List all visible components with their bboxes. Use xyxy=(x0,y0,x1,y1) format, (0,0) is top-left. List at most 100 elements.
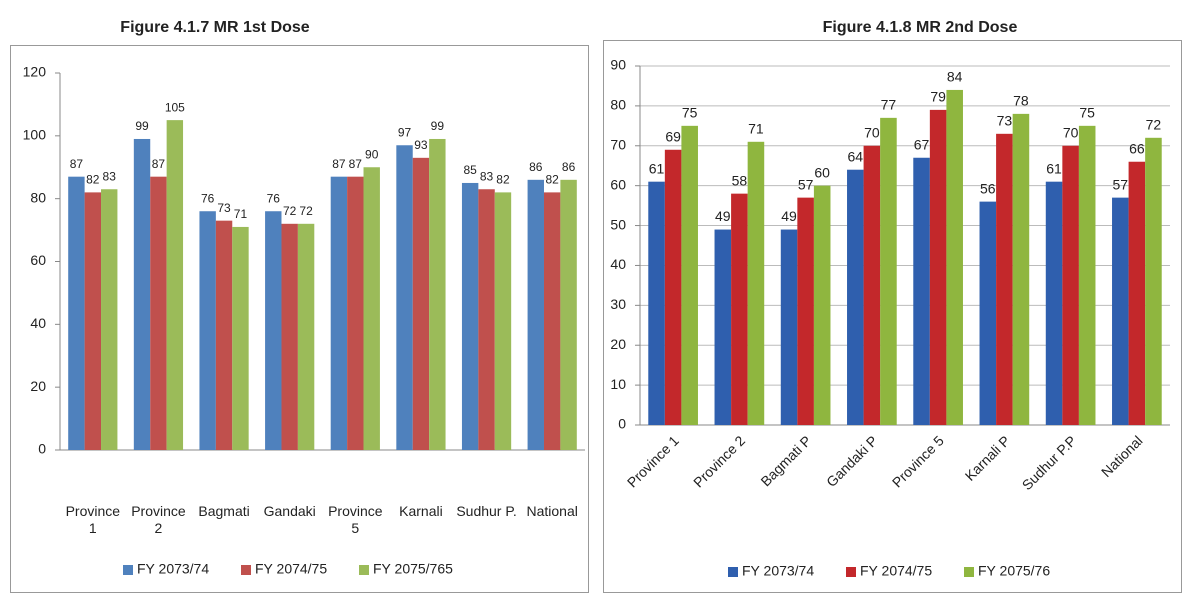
bar xyxy=(527,179,544,451)
bar xyxy=(648,181,665,425)
bar xyxy=(929,109,947,425)
bar xyxy=(996,133,1013,426)
data-label: 83 xyxy=(103,169,117,183)
bar xyxy=(232,226,249,450)
data-label: 87 xyxy=(349,157,363,171)
chart-title: Figure 4.1.8 MR 2nd Dose xyxy=(823,19,1018,36)
data-label: 64 xyxy=(848,148,864,164)
y-tick-label: 70 xyxy=(610,136,626,152)
bar xyxy=(714,229,732,425)
bar xyxy=(913,157,930,425)
bar xyxy=(199,211,216,450)
chart-title: Figure 4.1.7 MR 1st Dose xyxy=(120,19,309,36)
x-tick-label: Province 1 xyxy=(65,503,121,536)
bar xyxy=(281,223,298,450)
x-tick-label: Sudhur P.P xyxy=(1019,432,1080,493)
data-label: 71 xyxy=(748,120,764,136)
bar xyxy=(946,89,963,425)
y-tick-label: 80 xyxy=(30,189,46,205)
data-label: 73 xyxy=(997,113,1013,129)
data-label: 82 xyxy=(546,173,560,187)
data-label: 83 xyxy=(480,169,494,183)
data-label: 93 xyxy=(414,138,428,152)
data-label: 87 xyxy=(332,157,346,171)
data-label: 90 xyxy=(365,147,379,161)
y-tick-label: 100 xyxy=(23,127,47,143)
data-label: 86 xyxy=(562,160,576,174)
x-tick-label: Bagmati xyxy=(198,503,250,519)
legend-swatch xyxy=(846,567,856,577)
data-label: 49 xyxy=(781,208,797,224)
bar xyxy=(166,120,184,450)
y-tick-label: 20 xyxy=(30,378,46,394)
data-label: 70 xyxy=(1063,124,1079,140)
x-tick-label: Province 5 xyxy=(889,432,947,490)
x-tick-label: Sudhur P. xyxy=(456,503,517,519)
bar xyxy=(681,125,698,425)
legend-label: FY 2074/75 xyxy=(860,563,932,579)
y-tick-label: 20 xyxy=(610,336,626,352)
data-label: 61 xyxy=(649,160,665,176)
legend-label: FY 2073/74 xyxy=(742,563,814,579)
bar xyxy=(347,176,364,451)
bar xyxy=(215,220,233,450)
x-tick-label: National xyxy=(526,503,578,519)
data-label: 82 xyxy=(86,173,100,187)
bar xyxy=(265,211,282,450)
bar xyxy=(68,176,85,451)
legend-swatch xyxy=(359,565,369,575)
legend-swatch xyxy=(964,567,974,577)
data-label: 82 xyxy=(496,173,510,187)
x-tick-label: Gandaki P xyxy=(823,432,881,490)
x-tick-label: Karnali P xyxy=(962,432,1013,483)
y-tick-label: 0 xyxy=(618,416,626,432)
data-label: 76 xyxy=(201,191,215,205)
y-tick-label: 80 xyxy=(610,97,626,113)
bar xyxy=(1045,181,1063,425)
data-label: 56 xyxy=(980,180,996,196)
data-label: 72 xyxy=(299,204,313,218)
bar xyxy=(84,192,102,450)
bar xyxy=(297,223,315,450)
legend-swatch xyxy=(728,567,738,577)
legend-label: FY 2075/765 xyxy=(373,561,453,577)
data-label: 57 xyxy=(798,176,814,192)
data-label: 86 xyxy=(529,160,543,174)
bar xyxy=(1012,113,1030,425)
data-label: 76 xyxy=(267,191,281,205)
bar xyxy=(780,229,798,425)
data-label: 97 xyxy=(398,125,412,139)
bar xyxy=(429,138,446,450)
x-tick-label: Bagmati P xyxy=(757,432,814,489)
bar xyxy=(396,145,413,450)
data-label: 85 xyxy=(463,163,477,177)
data-label: 78 xyxy=(1013,93,1029,109)
bar xyxy=(560,179,577,451)
y-tick-label: 10 xyxy=(610,376,626,392)
data-label: 87 xyxy=(152,157,166,171)
data-label: 57 xyxy=(1113,176,1129,192)
data-label: 72 xyxy=(283,204,297,218)
data-label: 69 xyxy=(665,128,681,144)
data-label: 58 xyxy=(732,172,748,188)
y-tick-label: 90 xyxy=(610,57,626,73)
data-label: 72 xyxy=(1146,117,1162,133)
data-label: 99 xyxy=(135,119,149,133)
x-tick-label: National xyxy=(1098,432,1146,480)
bar xyxy=(461,182,479,451)
data-label: 84 xyxy=(947,69,963,85)
bar xyxy=(797,197,814,425)
data-label: 99 xyxy=(431,119,445,133)
bar xyxy=(363,167,380,450)
bar xyxy=(880,117,897,425)
bar xyxy=(1128,161,1146,425)
x-tick-label: Karnali xyxy=(399,503,443,519)
bar xyxy=(979,201,997,425)
legend-swatch xyxy=(123,565,133,575)
x-tick-label: Province 2 xyxy=(131,503,186,536)
bar xyxy=(150,176,167,451)
data-label: 75 xyxy=(682,105,698,121)
bar xyxy=(1112,197,1129,425)
